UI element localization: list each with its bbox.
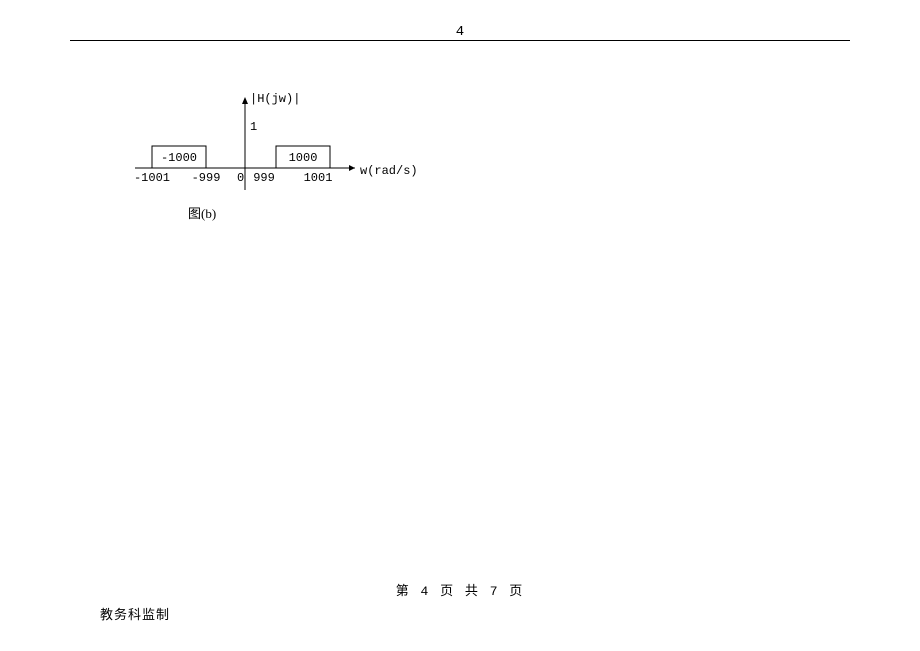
x-axis-label: w(rad/s) <box>360 164 418 178</box>
y-axis-arrow <box>242 97 248 104</box>
footer-office-label: 教务科监制 <box>100 604 170 623</box>
tick-pos-999: 999 <box>253 171 275 185</box>
pos-box-label: 1000 <box>289 151 318 165</box>
diagram-caption: 图(b) <box>188 206 216 221</box>
tick-neg-999: -999 <box>192 171 221 185</box>
frequency-response-diagram: |H(jw)| 1 -1000 1000 -1001 -999 0 999 10… <box>130 90 410 230</box>
header-rule <box>70 40 850 41</box>
footer-pager: 第 4 页 共 7 页 <box>0 580 920 599</box>
tick-pos-1001: 1001 <box>304 171 333 185</box>
filter-plot-svg: |H(jw)| 1 -1000 1000 -1001 -999 0 999 10… <box>130 90 410 230</box>
neg-box-label: -1000 <box>161 151 197 165</box>
y-axis-title: |H(jw)| <box>250 92 300 106</box>
header-page-number: 4 <box>0 24 920 40</box>
origin-label: 0 <box>237 171 244 185</box>
y-amplitude-label: 1 <box>250 120 257 134</box>
tick-neg-1001: -1001 <box>134 171 170 185</box>
